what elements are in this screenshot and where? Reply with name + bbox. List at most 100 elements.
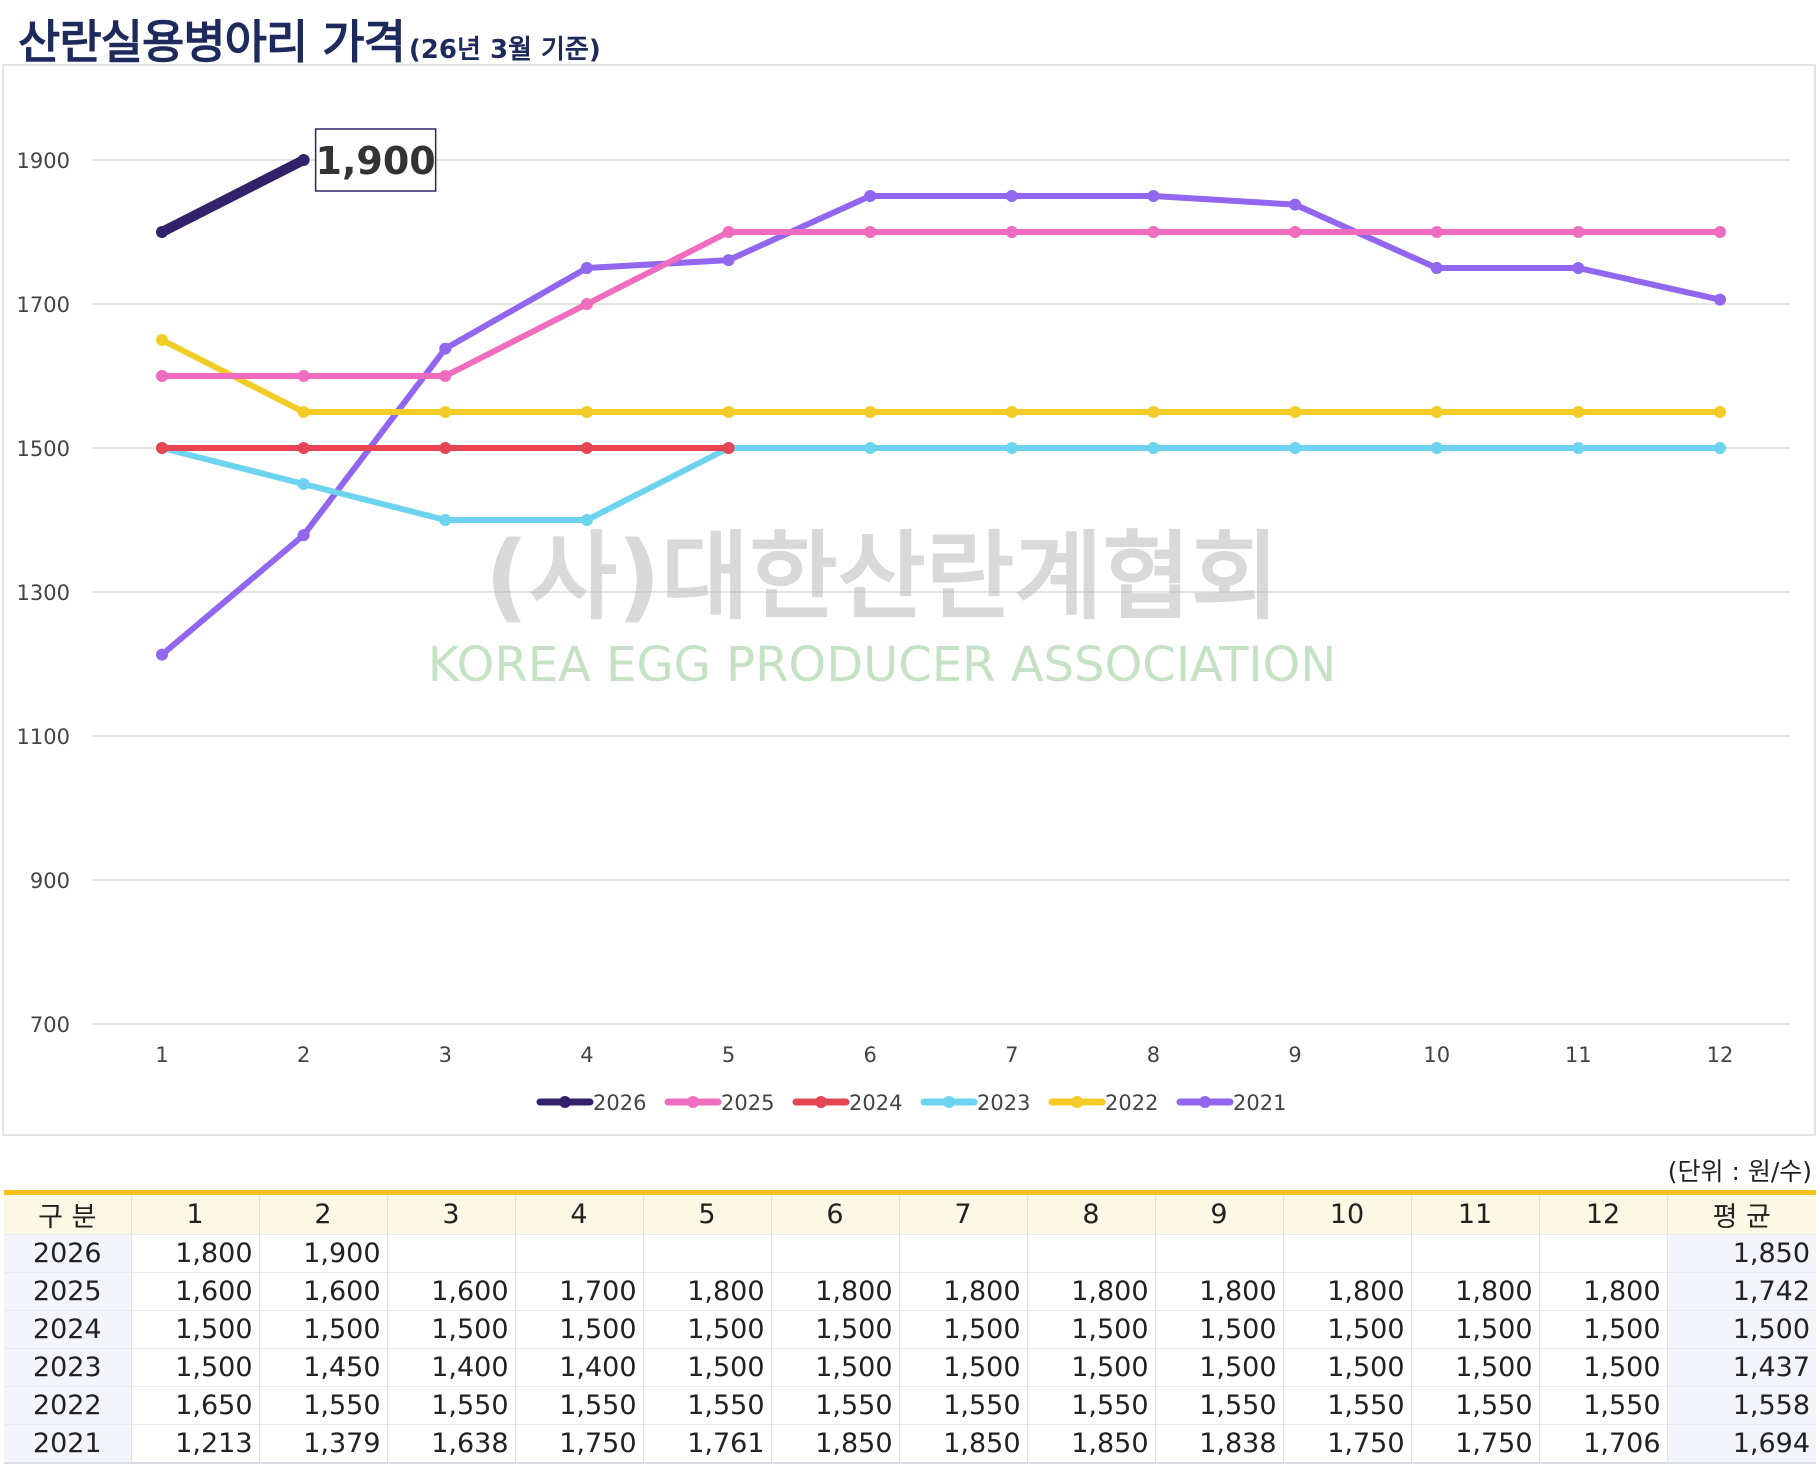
table-cell	[386, 1234, 515, 1273]
legend-marker-2024	[815, 1096, 827, 1108]
table-header-average: 평 균	[1666, 1192, 1816, 1235]
point-2022-3	[439, 406, 452, 418]
table-cell: 1,550	[386, 1386, 515, 1425]
table-cell: 1,500	[130, 1310, 259, 1349]
point-2023-4	[580, 514, 593, 526]
table-header-category: 구 분	[4, 1192, 131, 1235]
point-2023-11	[1572, 442, 1585, 454]
point-2026-2	[297, 154, 310, 166]
y-tick-label-1900: 1900	[17, 149, 70, 173]
table-header-month: 12	[1538, 1192, 1667, 1235]
table-cell: 1,500	[1538, 1348, 1667, 1387]
table-cell: 1,800	[130, 1234, 259, 1273]
point-2024-1	[156, 442, 168, 454]
series-2025	[156, 226, 1726, 382]
table-cell: 1,800	[642, 1272, 771, 1311]
point-2025-6	[864, 226, 877, 238]
x-tick-label-3: 3	[439, 1043, 452, 1067]
chart-frame	[2, 64, 1816, 1136]
series-2024	[156, 442, 735, 454]
table-cell: 1,500	[1282, 1310, 1411, 1349]
legend-label-2021: 2021	[1233, 1091, 1286, 1115]
table-cell: 1,500	[642, 1310, 771, 1349]
series-line-2026	[157, 155, 309, 237]
point-2024-5	[722, 442, 735, 454]
table-header-month: 2	[258, 1192, 387, 1235]
point-2023-2	[297, 478, 310, 490]
table-cell: 1,550	[1410, 1386, 1539, 1425]
point-2023-9	[1289, 442, 1302, 454]
point-2022-5	[722, 406, 735, 418]
table-cell: 1,600	[386, 1272, 515, 1311]
table-header-month: 9	[1154, 1192, 1283, 1235]
point-2023-12	[1714, 442, 1726, 454]
table-cell: 1,500	[1154, 1348, 1283, 1387]
point-2021-12	[1714, 293, 1726, 306]
row-average: 1,437	[1666, 1348, 1816, 1387]
point-2022-11	[1572, 406, 1585, 418]
table-cell: 1,838	[1154, 1424, 1283, 1464]
point-2021-1	[156, 648, 168, 661]
table-cell: 1,700	[514, 1272, 643, 1311]
row-year: 2023	[4, 1348, 131, 1387]
table-cell: 1,500	[1026, 1348, 1155, 1387]
table-cell	[770, 1234, 899, 1273]
legend-label-2025: 2025	[721, 1091, 774, 1115]
y-tick-label-1700: 1700	[17, 293, 70, 317]
row-year: 2024	[4, 1310, 131, 1349]
point-2025-11	[1572, 226, 1585, 238]
table-cell: 1,550	[898, 1386, 1027, 1425]
x-tick-label-8: 8	[1147, 1043, 1160, 1067]
table-cell: 1,550	[1538, 1386, 1667, 1425]
table-cell: 1,500	[258, 1310, 387, 1349]
point-2024-3	[439, 442, 452, 454]
row-average: 1,500	[1666, 1310, 1816, 1349]
row-year: 2026	[4, 1234, 131, 1273]
page-title-main: 산란실용병아리 가격	[18, 15, 406, 69]
table-cell: 1,706	[1538, 1424, 1667, 1464]
table-header-month: 5	[642, 1192, 771, 1235]
point-2025-3	[439, 370, 452, 382]
x-tick-label-7: 7	[1005, 1043, 1018, 1067]
legend-item-2025: 2025	[664, 1091, 774, 1115]
table-cell: 1,500	[770, 1348, 899, 1387]
x-tick-label-4: 4	[580, 1043, 593, 1067]
y-tick-label-1500: 1500	[17, 437, 70, 461]
table-header-month: 8	[1026, 1192, 1155, 1235]
point-2022-10	[1430, 406, 1443, 418]
point-2025-12	[1714, 226, 1726, 238]
row-year: 2025	[4, 1272, 131, 1311]
legend-marker-2023	[943, 1096, 955, 1108]
table-cell: 1,550	[1154, 1386, 1283, 1425]
table-cell: 1,650	[130, 1386, 259, 1425]
point-2023-10	[1430, 442, 1443, 454]
table-cell	[1410, 1234, 1539, 1273]
legend-label-2023: 2023	[977, 1091, 1030, 1115]
table-cell: 1,638	[386, 1424, 515, 1464]
point-2021-7	[1005, 190, 1018, 202]
point-2022-12	[1714, 406, 1726, 418]
point-2021-11	[1572, 262, 1585, 274]
watermark-korean: (사)대한산란계협회	[485, 521, 1279, 633]
point-2025-2	[297, 370, 310, 382]
table-cell: 1,800	[1538, 1272, 1667, 1311]
x-tick-label-6: 6	[863, 1043, 876, 1067]
watermark-english: KOREA EGG PRODUCER ASSOCIATION	[428, 637, 1337, 693]
table-header-month: 10	[1282, 1192, 1411, 1235]
point-2021-9	[1289, 198, 1302, 211]
x-tick-label-12: 12	[1707, 1043, 1734, 1067]
x-tick-label-11: 11	[1565, 1043, 1592, 1067]
point-2022-1	[156, 334, 168, 346]
point-2021-2	[297, 529, 310, 542]
legend-item-2021: 2021	[1176, 1091, 1286, 1115]
data-label-2026-2: 1,900	[316, 139, 436, 183]
point-2025-10	[1430, 226, 1443, 238]
point-2021-5	[722, 254, 735, 267]
legend-marker-2026	[559, 1096, 571, 1108]
table-cell: 1,500	[1026, 1310, 1155, 1349]
point-2025-7	[1005, 226, 1018, 238]
table-header-month: 4	[514, 1192, 643, 1235]
table-cell: 1,500	[386, 1310, 515, 1349]
point-2022-8	[1147, 406, 1160, 418]
